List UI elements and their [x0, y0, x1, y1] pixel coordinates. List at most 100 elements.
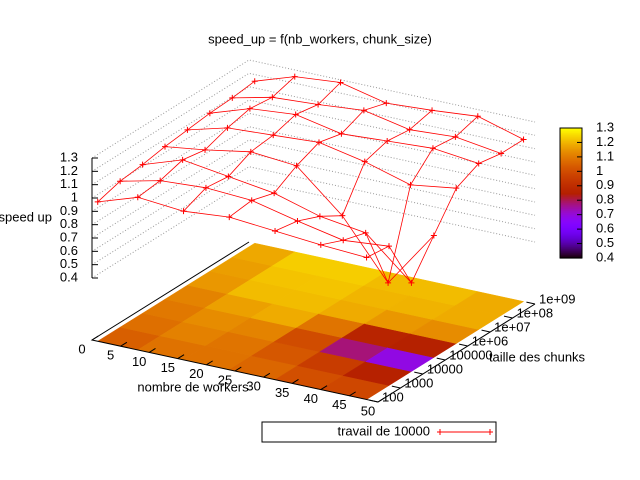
colorbar-strip: [560, 226, 582, 229]
point: [339, 212, 346, 219]
y-tick: [414, 371, 423, 375]
colorbar-strip: [560, 246, 582, 249]
colorbar-tick-label: 0.9: [596, 177, 614, 192]
colorbar-strip: [560, 142, 582, 145]
mesh-line-x: [187, 127, 457, 189]
colorbar-strip: [560, 214, 582, 217]
point: [337, 79, 344, 86]
chart-title: speed_up = f(nb_workers, chunk_size): [208, 31, 432, 46]
colorbar-strip: [560, 210, 582, 213]
colorbar-strip: [560, 234, 582, 237]
colorbar-strip: [560, 146, 582, 149]
point: [363, 254, 370, 261]
colorbar-strip: [560, 152, 582, 155]
z-tick-label: 1: [71, 189, 78, 204]
y-tick: [481, 329, 491, 333]
point: [184, 126, 191, 133]
y-tick-label: 1000: [404, 375, 433, 390]
colorbar-strip: [560, 184, 582, 187]
point: [157, 177, 164, 184]
y-tick-label: 1e+09: [539, 291, 576, 306]
point: [224, 124, 231, 131]
colorbar-strip: [560, 222, 582, 225]
colorbar-strip: [560, 216, 582, 219]
point: [498, 150, 505, 157]
colorbar-strip: [560, 206, 582, 209]
z-tick-label: 0.9: [60, 203, 78, 218]
colorbar-strip: [560, 218, 582, 221]
colorbar-strip: [560, 198, 582, 201]
point: [202, 184, 209, 191]
colorbar-strip: [560, 164, 582, 167]
colorbar-strip: [560, 220, 582, 223]
mesh-line-y: [137, 76, 296, 198]
colorbar-strip: [560, 136, 582, 139]
z-tick-label: 0.6: [60, 243, 78, 258]
z-axis-label: speed up: [0, 209, 52, 224]
point: [385, 279, 392, 286]
colorbar-strip: [560, 182, 582, 185]
point: [316, 213, 323, 220]
y-tick: [436, 357, 446, 361]
point: [229, 94, 236, 101]
x-tick: [349, 391, 356, 397]
x-tick-label: 25: [218, 372, 232, 387]
point: [94, 198, 101, 205]
colorbar-strip: [560, 168, 582, 171]
point: [179, 156, 186, 163]
colorbar-tick-label: 0.7: [596, 206, 614, 221]
point: [340, 237, 347, 244]
colorbar-strip: [560, 150, 582, 153]
y-tick-label: 1e+07: [494, 319, 531, 334]
x-tick: [148, 348, 156, 353]
y-tick: [391, 385, 401, 389]
x-tick-label: 20: [189, 366, 203, 381]
colorbar-strip: [560, 180, 582, 183]
y-tick-label: 100: [382, 389, 404, 404]
point: [362, 229, 369, 236]
point: [429, 145, 436, 152]
colorbar-tick-label: 0.4: [596, 249, 614, 264]
y-axis-label: taille des chunks: [489, 349, 586, 364]
point: [475, 160, 482, 167]
point: [452, 133, 459, 140]
x-tick: [91, 335, 99, 341]
colorbar-tick-label: 1.1: [596, 148, 614, 163]
colorbar-strip: [560, 134, 582, 137]
x-tick-label: 45: [332, 397, 346, 412]
point: [408, 279, 415, 286]
mesh-line-y: [320, 116, 479, 285]
colorbar-strip: [560, 186, 582, 189]
x-tick-label: 15: [161, 360, 175, 375]
colorbar-strip: [560, 148, 582, 151]
x-tick-label: 40: [304, 391, 318, 406]
colorbar-strip: [560, 178, 582, 181]
point: [383, 100, 390, 107]
colorbar-strip: [560, 138, 582, 141]
point: [385, 243, 392, 250]
point: [246, 105, 253, 112]
mesh-line-y: [274, 109, 433, 232]
point: [226, 214, 233, 221]
point: [139, 161, 146, 168]
point: [315, 139, 322, 146]
y-tick-label: 10000: [427, 361, 463, 376]
colorbar-strip: [560, 254, 582, 257]
x-tick-label: 10: [132, 354, 146, 369]
colorbar-strip: [560, 190, 582, 193]
colorbar-strip: [560, 158, 582, 161]
legend-box: [261, 421, 497, 443]
colorbar-strip: [560, 230, 582, 233]
colorbar-strip: [560, 196, 582, 199]
point: [202, 146, 209, 153]
point: [180, 208, 187, 215]
colorbar-strip: [560, 140, 582, 143]
grid-line: [91, 166, 536, 266]
mesh-line-y: [183, 82, 341, 212]
colorbar-strip: [560, 228, 582, 231]
colorbar-strip: [560, 172, 582, 175]
z-tick-label: 0.7: [60, 229, 78, 244]
legend-marker: [437, 429, 443, 435]
point: [338, 130, 345, 137]
